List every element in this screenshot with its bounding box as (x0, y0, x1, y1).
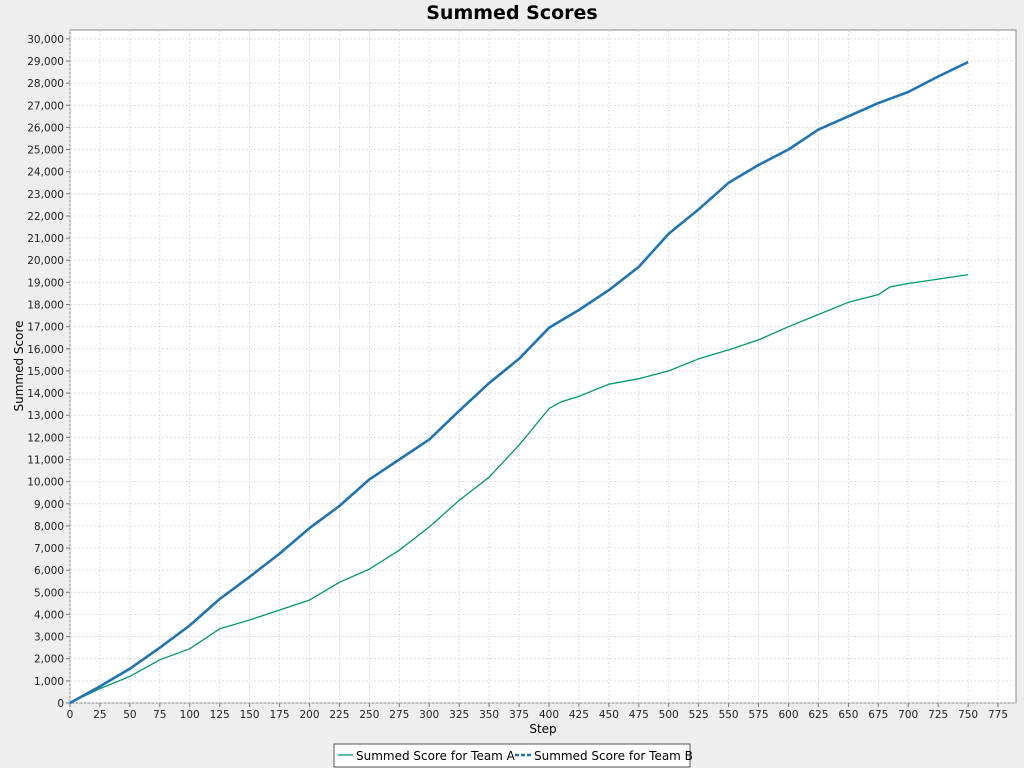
y-tick-label: 1,000 (34, 676, 64, 688)
y-tick-label: 12,000 (27, 432, 64, 444)
series-line-team-a (69, 273, 969, 704)
y-tick-label: 16,000 (27, 344, 64, 356)
x-tick-label: 125 (210, 709, 230, 721)
x-tick-label: 650 (838, 709, 858, 721)
y-axis: 0 1,000 2,000 3,000 4,000 5,000 6,000 7,000 8,00… (27, 34, 70, 710)
x-tick-label: 0 (67, 709, 74, 721)
x-tick-label: 575 (748, 709, 768, 721)
y-tick-label: 6,000 (34, 565, 64, 577)
y-tick-label: 21,000 (27, 233, 64, 245)
x-tick-label: 750 (958, 709, 978, 721)
x-tick-label: 75 (153, 709, 166, 721)
y-tick-label: 25,000 (27, 145, 64, 157)
y-tick-label: 17,000 (27, 322, 64, 334)
x-tick-label: 525 (689, 709, 709, 721)
series-line-team-b (69, 60, 969, 705)
y-tick-label: 23,000 (27, 189, 64, 201)
chart-title: Summed Scores (426, 2, 597, 24)
x-tick-label: 100 (180, 709, 200, 721)
y-tick-label: 7,000 (34, 543, 64, 555)
y-tick-label: 22,000 (27, 211, 64, 223)
y-tick-label: 27,000 (27, 100, 64, 112)
x-tick-label: 350 (479, 709, 499, 721)
y-tick-label: 3,000 (34, 632, 64, 644)
x-tick-label: 50 (123, 709, 136, 721)
y-tick-label: 9,000 (34, 499, 64, 511)
x-tick-label: 375 (509, 709, 529, 721)
y-tick-label: 18,000 (27, 300, 64, 312)
y-tick-label: 10,000 (27, 477, 64, 489)
y-tick-label: 20,000 (27, 255, 64, 267)
y-tick-label: 29,000 (27, 56, 64, 68)
x-tick-label: 325 (449, 709, 469, 721)
x-tick-label: 725 (928, 709, 948, 721)
x-tick-label: 450 (599, 709, 619, 721)
y-tick-label: 26,000 (27, 122, 64, 134)
y-tick-label: 5,000 (34, 587, 64, 599)
x-tick-label: 775 (988, 709, 1008, 721)
x-tick-label: 625 (808, 709, 828, 721)
x-tick-label: 400 (539, 709, 559, 721)
y-tick-label: 30,000 (27, 34, 64, 46)
y-tick-label: 15,000 (27, 366, 64, 378)
legend-box (333, 743, 691, 768)
y-tick-label: 2,000 (34, 654, 64, 666)
x-tick-label: 225 (329, 709, 349, 721)
x-tick-label: 175 (270, 709, 290, 721)
legend-label-team-a: Summed Score for Team A (356, 749, 516, 763)
x-tick-label: 475 (629, 709, 649, 721)
x-tick-label: 25 (93, 709, 106, 721)
legend-label-team-b: Summed Score for Team B (534, 749, 693, 763)
x-tick-label: 675 (868, 709, 888, 721)
x-axis: 0 25 50 75 100 125 150 175 200 225 250 275 300 325 350… (67, 703, 1008, 721)
y-tick-label: 8,000 (34, 521, 64, 533)
y-tick-label: 14,000 (27, 388, 64, 400)
x-tick-label: 550 (719, 709, 739, 721)
x-tick-label: 250 (359, 709, 379, 721)
y-tick-label: 4,000 (34, 609, 64, 621)
y-tick-label: 13,000 (27, 410, 64, 422)
x-tick-label: 300 (419, 709, 439, 721)
y-tick-label: 19,000 (27, 277, 64, 289)
x-tick-label: 600 (778, 709, 798, 721)
y-tick-label: 11,000 (27, 455, 64, 467)
x-tick-label: 200 (299, 709, 319, 721)
y-tick-label: 28,000 (27, 78, 64, 90)
plot-area (69, 29, 1017, 704)
x-axis-label: Step (529, 722, 556, 736)
x-tick-label: 500 (659, 709, 679, 721)
x-tick-label: 275 (389, 709, 409, 721)
legend: Summed Score for Team A Summed Score for… (333, 743, 693, 768)
y-tick-label: 24,000 (27, 167, 64, 179)
series-lines (69, 60, 969, 705)
y-tick-label: 0 (57, 698, 64, 710)
x-tick-label: 700 (898, 709, 918, 721)
x-tick-label: 150 (240, 709, 260, 721)
y-axis-label: Summed Score (12, 320, 26, 411)
x-tick-label: 425 (569, 709, 589, 721)
